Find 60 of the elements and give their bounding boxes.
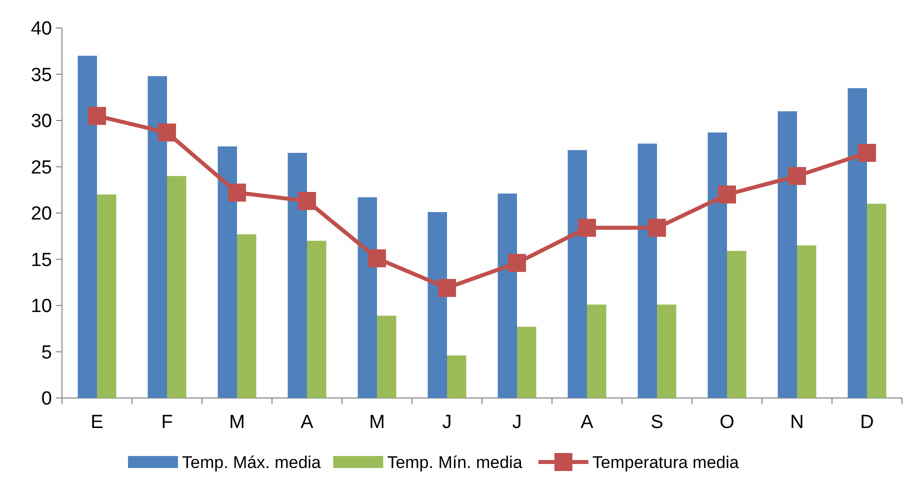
y-tick-label: 30 (30, 111, 52, 132)
point (718, 186, 736, 204)
x-tick-label: M (369, 412, 385, 433)
x-tick-label: J (512, 412, 522, 433)
legend-label: Temp. Mín. media (387, 452, 523, 472)
bar (288, 152, 307, 398)
point (438, 278, 456, 297)
legend-label: Temperatura media (592, 452, 740, 472)
point (788, 167, 806, 185)
legend-label: Temp. Máx. media (182, 452, 322, 472)
point (858, 144, 876, 162)
y-tick-label: 15 (30, 250, 52, 271)
point (578, 218, 596, 237)
x-tick-label: O (720, 412, 734, 433)
bar (377, 316, 396, 398)
x-tick-label: M (229, 412, 245, 433)
bar (848, 88, 867, 398)
bar (447, 355, 466, 398)
bar (568, 150, 587, 398)
bar (97, 194, 116, 398)
bar (797, 245, 816, 398)
y-tick-label: 40 (30, 18, 52, 40)
y-tick-label: 0 (41, 388, 52, 410)
x-tick-label: N (790, 412, 804, 433)
x-tick-label: J (442, 412, 452, 433)
y-tick-label: 20 (30, 204, 52, 225)
x-tick-label: A (300, 412, 314, 433)
x-tick-label: S (650, 412, 664, 433)
point (228, 184, 246, 202)
bar (708, 132, 727, 398)
bar (167, 176, 186, 398)
bar (587, 304, 606, 398)
point (368, 249, 386, 268)
point (508, 254, 526, 272)
bar (867, 204, 886, 398)
bar (517, 326, 536, 398)
point (88, 106, 106, 125)
point (648, 218, 666, 237)
bar (218, 146, 237, 398)
bar (498, 194, 517, 398)
x-tick-label: D (860, 412, 874, 433)
y-tick-label: 5 (41, 342, 52, 364)
bar (657, 304, 676, 398)
bar (307, 240, 326, 398)
bar (727, 250, 746, 398)
y-tick-label: 10 (30, 296, 52, 318)
bar (237, 234, 256, 398)
bar (778, 111, 797, 398)
point (298, 192, 316, 210)
x-tick-label: A (580, 412, 594, 433)
bar (78, 56, 97, 398)
bar (148, 76, 167, 398)
point (158, 124, 176, 142)
x-tick-label: E (90, 412, 104, 433)
bar (428, 212, 447, 398)
x-tick-label: F (161, 412, 173, 433)
y-tick-label: 35 (30, 64, 52, 86)
bar (638, 144, 657, 398)
y-tick-label: 25 (30, 157, 52, 178)
bar (358, 197, 377, 398)
